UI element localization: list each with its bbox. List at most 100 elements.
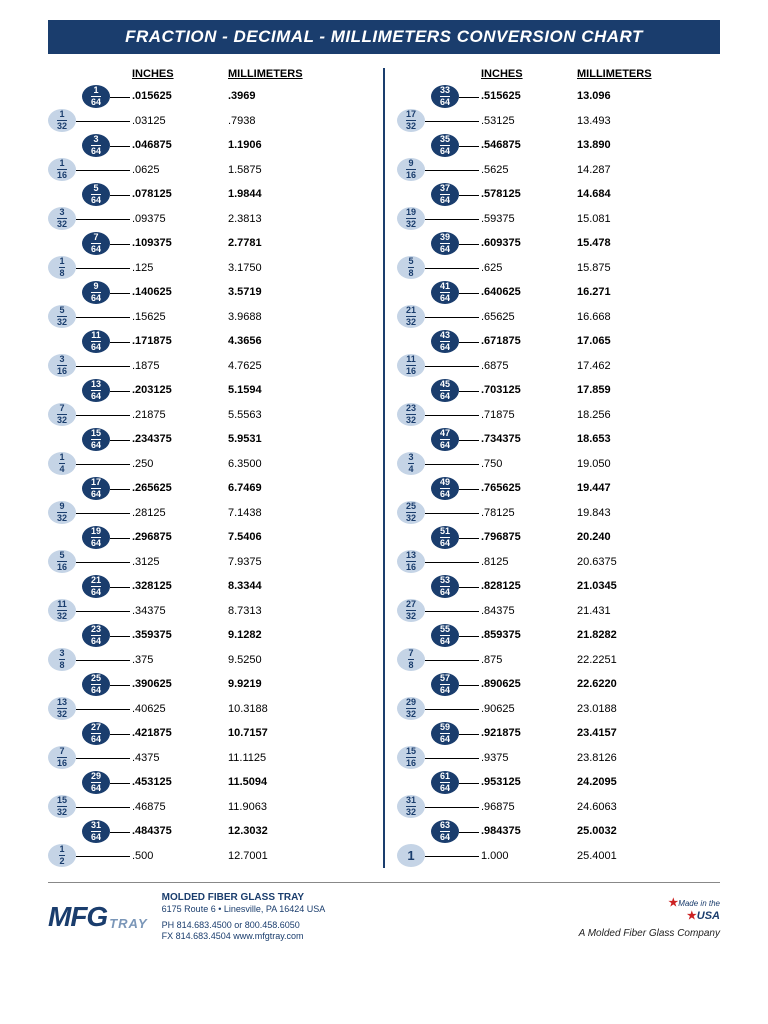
chart-title: FRACTION - DECIMAL - MILLIMETERS CONVERS… xyxy=(48,20,720,54)
fraction-64-badge: 5964 xyxy=(431,722,459,745)
fraction-64-badge: 3564 xyxy=(431,134,459,157)
millimeters-value: 6.3500 xyxy=(228,458,262,470)
fraction-64-badge: 4964 xyxy=(431,477,459,500)
inches-value: .640625 xyxy=(481,286,577,298)
conversion-row: 1116.687517.462 xyxy=(397,354,720,379)
fraction-64-badge: 2364 xyxy=(82,624,110,647)
fraction-64-badge: 5564 xyxy=(431,624,459,647)
conversion-row: 1932.5937515.081 xyxy=(397,207,720,232)
millimeters-value: 3.1750 xyxy=(228,262,262,274)
inches-value: .78125 xyxy=(481,507,577,519)
millimeters-value: 13.096 xyxy=(577,90,611,102)
usa-badge: ★Made in the ★USA xyxy=(579,896,720,922)
inches-value: .453125 xyxy=(132,776,228,788)
inches-value: .125 xyxy=(132,262,228,274)
conversion-row: 316.18754.7625 xyxy=(48,354,371,379)
inches-value: .09375 xyxy=(132,213,228,225)
conversion-row: 4564.70312517.859 xyxy=(397,378,720,403)
inches-value: .765625 xyxy=(481,482,577,494)
millimeters-value: 14.287 xyxy=(577,164,611,176)
fraction-64-badge: 2564 xyxy=(82,673,110,696)
inches-value: .84375 xyxy=(481,605,577,617)
millimeters-value: 17.462 xyxy=(577,360,611,372)
inches-value: .46875 xyxy=(132,801,228,813)
fraction-32-badge: 38 xyxy=(48,648,76,671)
millimeters-value: 10.3188 xyxy=(228,703,268,715)
millimeters-value: 1.1906 xyxy=(228,139,262,151)
conversion-row: 34.75019.050 xyxy=(397,452,720,477)
millimeters-value: 19.447 xyxy=(577,482,611,494)
millimeters-value: 18.653 xyxy=(577,433,611,445)
inches-value: .421875 xyxy=(132,727,228,739)
inches-value: .171875 xyxy=(132,335,228,347)
fraction-64-badge: 364 xyxy=(82,134,110,157)
inches-value: .750 xyxy=(481,458,577,470)
conversion-row: 5564.85937521.8282 xyxy=(397,623,720,648)
inches-value: .375 xyxy=(132,654,228,666)
conversion-row: 516.31257.9375 xyxy=(48,550,371,575)
conversion-row: 1164.1718754.3656 xyxy=(48,329,371,354)
fraction-32-badge: 2132 xyxy=(397,305,425,328)
inches-value: .71875 xyxy=(481,409,577,421)
conversion-row: 1732.5312513.493 xyxy=(397,109,720,134)
millimeters-value: 21.0345 xyxy=(577,580,617,592)
millimeters-value: .7938 xyxy=(228,115,256,127)
millimeters-value: 9.9219 xyxy=(228,678,262,690)
millimeters-value: 12.3032 xyxy=(228,825,268,837)
inches-value: .078125 xyxy=(132,188,228,200)
conversion-row: 12.50012.7001 xyxy=(48,844,371,869)
fraction-32-badge: 1532 xyxy=(48,795,76,818)
fraction-64-badge: 764 xyxy=(82,232,110,255)
inches-value: .15625 xyxy=(132,311,228,323)
fraction-64-badge: 4164 xyxy=(431,281,459,304)
fraction-64-badge: 6364 xyxy=(431,820,459,843)
millimeters-value: 16.668 xyxy=(577,311,611,323)
inches-value: .484375 xyxy=(132,825,228,837)
inches-value: .703125 xyxy=(481,384,577,396)
inches-value: .109375 xyxy=(132,237,228,249)
conversion-row: 2164.3281258.3344 xyxy=(48,574,371,599)
millimeters-value: 8.3344 xyxy=(228,580,262,592)
fraction-64-badge: 3964 xyxy=(431,232,459,255)
inches-value: .796875 xyxy=(481,531,577,543)
millimeters-value: 1.9844 xyxy=(228,188,262,200)
fraction-32-badge: 116 xyxy=(48,158,76,181)
inches-value: .6875 xyxy=(481,360,577,372)
millimeters-value: 18.256 xyxy=(577,409,611,421)
millimeters-value: 7.9375 xyxy=(228,556,262,568)
conversion-row: 164.015625.3969 xyxy=(48,84,371,109)
fraction-32-badge: 732 xyxy=(48,403,76,426)
inches-value: .03125 xyxy=(132,115,228,127)
fraction-64-badge: 1364 xyxy=(82,379,110,402)
fraction-32-badge: 932 xyxy=(48,501,76,524)
inches-value: .546875 xyxy=(481,139,577,151)
millimeters-value: 22.6220 xyxy=(577,678,617,690)
millimeters-value: 22.2251 xyxy=(577,654,617,666)
inches-value: .250 xyxy=(132,458,228,470)
fraction-64-badge: 4364 xyxy=(431,330,459,353)
conversion-row: 5364.82812521.0345 xyxy=(397,574,720,599)
millimeters-value: 2.7781 xyxy=(228,237,262,249)
millimeters-value: 16.271 xyxy=(577,286,611,298)
millimeters-value: 12.7001 xyxy=(228,850,268,862)
fraction-64-badge: 6164 xyxy=(431,771,459,794)
inches-value: 1.000 xyxy=(481,850,577,862)
millimeters-value: 15.875 xyxy=(577,262,611,274)
inches-value: .3125 xyxy=(132,556,228,568)
conversion-row: 3964.60937515.478 xyxy=(397,231,720,256)
conversion-row: 3364.51562513.096 xyxy=(397,84,720,109)
conversion-row: 2564 .3906259.9219 xyxy=(48,672,371,697)
inches-value: .953125 xyxy=(481,776,577,788)
inches-value: .90625 xyxy=(481,703,577,715)
millimeters-value: 11.9063 xyxy=(228,801,267,813)
fraction-32-badge: 14 xyxy=(48,452,76,475)
inches-value: .21875 xyxy=(132,409,228,421)
millimeters-value: 10.7157 xyxy=(228,727,268,739)
inches-value: .390625 xyxy=(132,678,228,690)
fraction-64-badge: 1164 xyxy=(82,330,110,353)
inches-value: .984375 xyxy=(481,825,577,837)
conversion-row: 18.1253.1750 xyxy=(48,256,371,281)
conversion-row: 2132.6562516.668 xyxy=(397,305,720,330)
millimeters-value: 20.6375 xyxy=(577,556,617,568)
fraction-32-badge: 316 xyxy=(48,354,76,377)
